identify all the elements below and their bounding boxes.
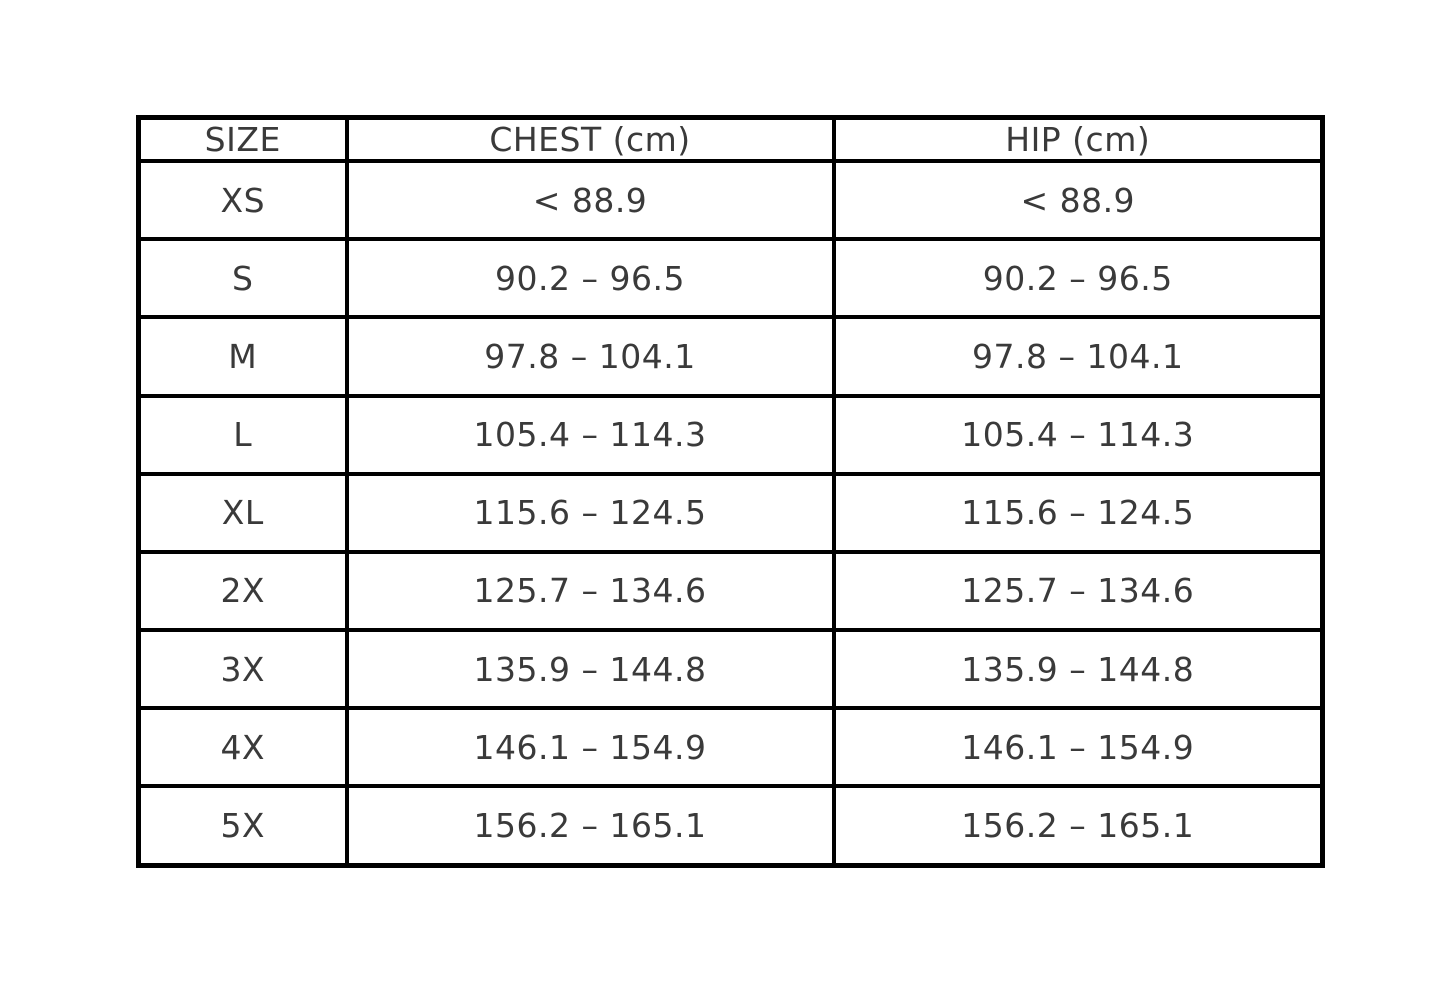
header-row: SIZE CHEST (cm) HIP (cm) xyxy=(136,115,1325,163)
table-row: 5X 156.2 – 165.1 156.2 – 165.1 xyxy=(136,784,1325,868)
chest-cell: 105.4 – 114.3 xyxy=(344,393,836,476)
chest-cell: 125.7 – 134.6 xyxy=(344,549,836,633)
chest-cell: 146.1 – 154.9 xyxy=(344,706,836,789)
chest-cell: 156.2 – 165.1 xyxy=(344,784,836,868)
table-row: 2X 125.7 – 134.6 125.7 – 134.6 xyxy=(136,549,1325,633)
size-cell: 4X xyxy=(136,706,349,789)
size-cell: M xyxy=(136,315,349,398)
hip-cell: 115.6 – 124.5 xyxy=(831,471,1325,554)
hip-cell: 125.7 – 134.6 xyxy=(831,549,1325,633)
size-cell: S xyxy=(136,237,349,320)
chest-cell: 135.9 – 144.8 xyxy=(344,628,836,711)
column-header-chest: CHEST (cm) xyxy=(344,115,836,163)
size-cell: 5X xyxy=(136,784,349,868)
column-header-size: SIZE xyxy=(136,115,349,163)
size-cell: 2X xyxy=(136,549,349,633)
size-cell: XS xyxy=(136,158,349,242)
table-row: L 105.4 – 114.3 105.4 – 114.3 xyxy=(136,393,1325,476)
size-cell: L xyxy=(136,393,349,476)
size-cell: XL xyxy=(136,471,349,554)
column-header-hip: HIP (cm) xyxy=(831,115,1325,163)
chest-cell: 97.8 – 104.1 xyxy=(344,315,836,398)
hip-cell: 156.2 – 165.1 xyxy=(831,784,1325,868)
size-cell: 3X xyxy=(136,628,349,711)
chest-cell: 115.6 – 124.5 xyxy=(344,471,836,554)
table-row: 4X 146.1 – 154.9 146.1 – 154.9 xyxy=(136,706,1325,789)
chest-cell: 90.2 – 96.5 xyxy=(344,237,836,320)
hip-cell: < 88.9 xyxy=(831,158,1325,242)
hip-cell: 90.2 – 96.5 xyxy=(831,237,1325,320)
table-row: S 90.2 – 96.5 90.2 – 96.5 xyxy=(136,237,1325,320)
table-row: XL 115.6 – 124.5 115.6 – 124.5 xyxy=(136,471,1325,554)
table-row: 3X 135.9 – 144.8 135.9 – 144.8 xyxy=(136,628,1325,711)
size-chart-table: SIZE CHEST (cm) HIP (cm) XS < 88.9 < 88.… xyxy=(136,115,1325,868)
hip-cell: 97.8 – 104.1 xyxy=(831,315,1325,398)
hip-cell: 135.9 – 144.8 xyxy=(831,628,1325,711)
table-row: XS < 88.9 < 88.9 xyxy=(136,158,1325,242)
hip-cell: 105.4 – 114.3 xyxy=(831,393,1325,476)
table-row: M 97.8 – 104.1 97.8 – 104.1 xyxy=(136,315,1325,398)
chest-cell: < 88.9 xyxy=(344,158,836,242)
hip-cell: 146.1 – 154.9 xyxy=(831,706,1325,789)
